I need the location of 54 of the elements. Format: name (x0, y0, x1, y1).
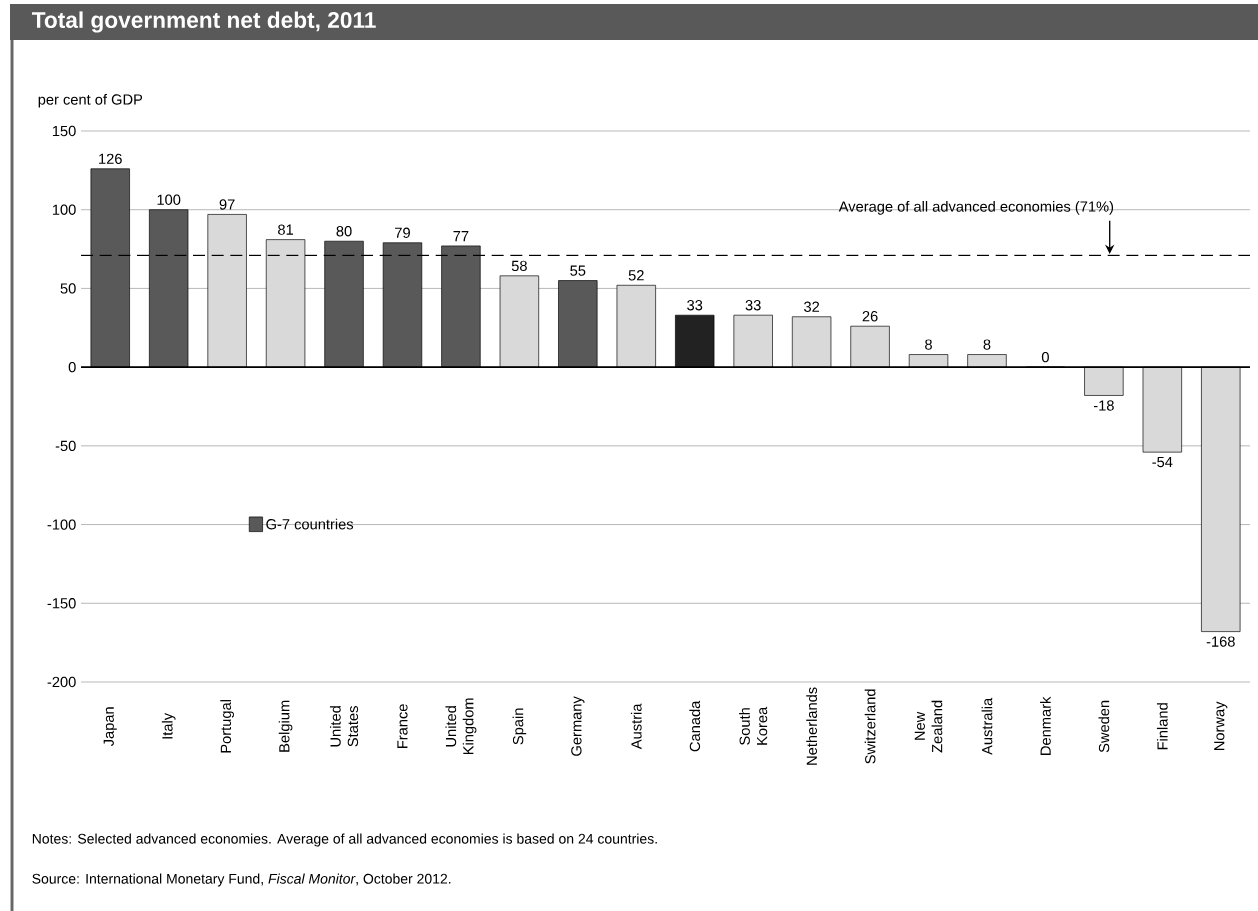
data-label: 32 (804, 301, 820, 312)
y-axis-title: per cent of GDP (38, 93, 143, 108)
data-label: 79 (395, 227, 410, 238)
x-tick-label: Portugal (220, 700, 234, 753)
x-tick-label: Belgium (278, 700, 293, 752)
y-tick-label: -150 (47, 598, 76, 609)
y-tick-label: -200 (47, 676, 76, 688)
x-tick-label: France (397, 704, 408, 748)
y-tick-label: 0 (68, 361, 76, 373)
y-tick-label: 50 (60, 283, 76, 294)
data-label: 100 (157, 194, 181, 205)
x-tick-label: South Korea (739, 706, 768, 745)
data-label: 97 (219, 199, 235, 210)
data-label: 8 (925, 339, 932, 350)
x-tick-label: Canada (689, 700, 701, 752)
data-label: 80 (336, 226, 352, 237)
data-label: -18 (1093, 400, 1114, 411)
chart-title: Total government net debt, 2011 (31, 11, 376, 33)
x-tick-label: Spain (512, 708, 527, 745)
data-label: 52 (628, 270, 644, 281)
x-tick-label: Denmark (1040, 696, 1051, 755)
data-label: 33 (687, 300, 703, 311)
x-tick-label: New Zealand (914, 700, 943, 753)
x-tick-label: Norway (1214, 701, 1228, 751)
y-tick-label: -50 (55, 440, 76, 452)
y-tick-label: -100 (47, 519, 76, 530)
data-label: 26 (862, 311, 878, 322)
x-tick-label: Italy (161, 712, 176, 739)
legend-label: G-7 countries (266, 518, 354, 530)
y-tick-label: 150 (52, 125, 76, 137)
x-tick-label: Netherlands (806, 687, 818, 765)
data-label: 8 (983, 339, 991, 350)
x-tick-label: Finland (1156, 703, 1168, 750)
x-tick-label: Germany (571, 696, 585, 756)
data-label: 77 (453, 231, 469, 242)
x-tick-label: Japan (103, 707, 117, 747)
y-tick-label: 100 (52, 204, 76, 215)
data-label: 33 (745, 300, 761, 311)
x-tick-label: United States (329, 706, 359, 747)
x-tick-label: Australia (981, 697, 993, 755)
ref-line-label: Average of all advanced economies (71%) (838, 200, 1114, 215)
data-label: 81 (278, 224, 294, 235)
data-label: 58 (511, 260, 527, 272)
text: Notes: Selected advanced economies. Average of all advanced economies is based on 24 countries. (32, 833, 657, 847)
x-tick-label: Austria (630, 703, 642, 750)
x-tick-label: Sweden (1098, 700, 1110, 753)
x-tick-label: Switzerland (864, 689, 876, 764)
data-label: 55 (570, 265, 586, 276)
data-label: 126 (99, 153, 122, 164)
source-note: Source: International Monetary Fund, Fiscal Monitor, October 2012. (32, 873, 451, 887)
data-label: -168 (1206, 636, 1235, 647)
data-label: -54 (1152, 456, 1173, 468)
data-label: 0 (1041, 351, 1049, 363)
x-tick-label: United Kingdom (445, 698, 477, 755)
